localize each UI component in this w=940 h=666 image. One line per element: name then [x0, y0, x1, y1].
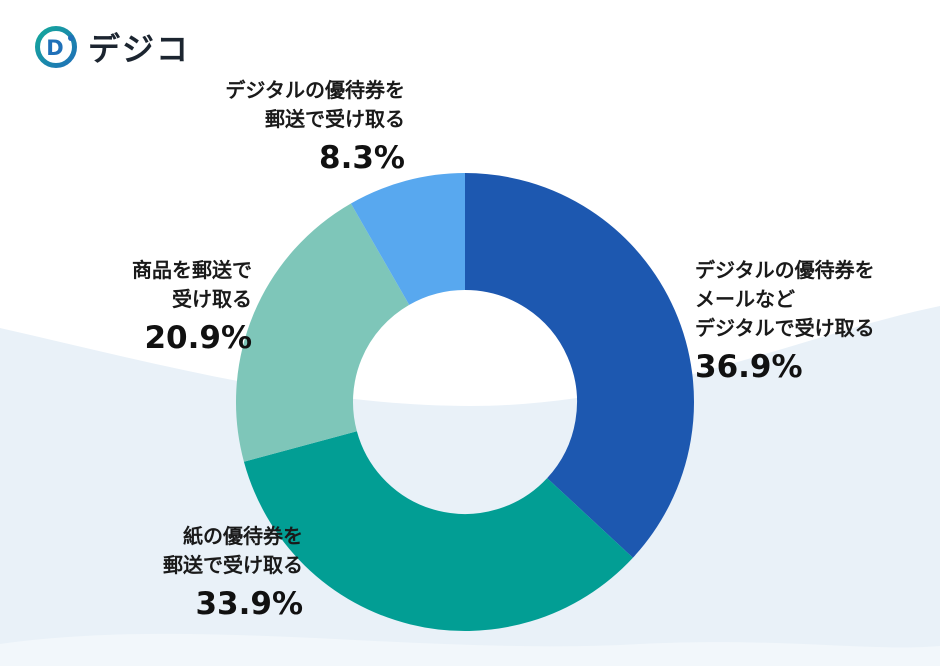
label-paper-mail: 紙の優待券を 郵送で受け取る 33.9% [163, 522, 303, 624]
label-digital-email: デジタルの優待券を メールなど デジタルで受け取る 36.9% [695, 256, 875, 387]
label-line: デジタルで受け取る [695, 316, 875, 340]
logo-brand-text: デジコ [88, 30, 191, 68]
label-line: 郵送で受け取る [163, 553, 303, 577]
label-line: 受け取る [172, 287, 252, 311]
svg-text:D: D [46, 36, 63, 60]
label-percent: 20.9% [144, 320, 252, 356]
label-line: 紙の優待券を [183, 524, 303, 548]
donut-segment-1 [243, 429, 633, 631]
label-percent: 8.3% [319, 140, 405, 176]
label-line: 郵送で受け取る [265, 107, 405, 131]
label-line: メールなど [695, 287, 795, 311]
donut-segment-2 [236, 203, 411, 462]
label-line: デジタルの優待券を [695, 258, 875, 282]
label-line: デジタルの優待券を [225, 78, 405, 102]
label-digital-mail: デジタルの優待券を 郵送で受け取る 8.3% [225, 76, 405, 178]
label-percent: 36.9% [695, 349, 803, 385]
wave-shape-light [0, 633, 940, 666]
label-line: 商品を郵送で [132, 258, 252, 282]
label-product-mail: 商品を郵送で 受け取る 20.9% [132, 256, 252, 358]
donut-segment-3 [350, 173, 467, 306]
logo: D デジコ [34, 24, 190, 70]
donut-segment-0 [463, 173, 694, 558]
label-percent: 33.9% [195, 586, 303, 622]
wave-shape [0, 306, 940, 666]
digico-logo-icon: D [35, 26, 77, 68]
